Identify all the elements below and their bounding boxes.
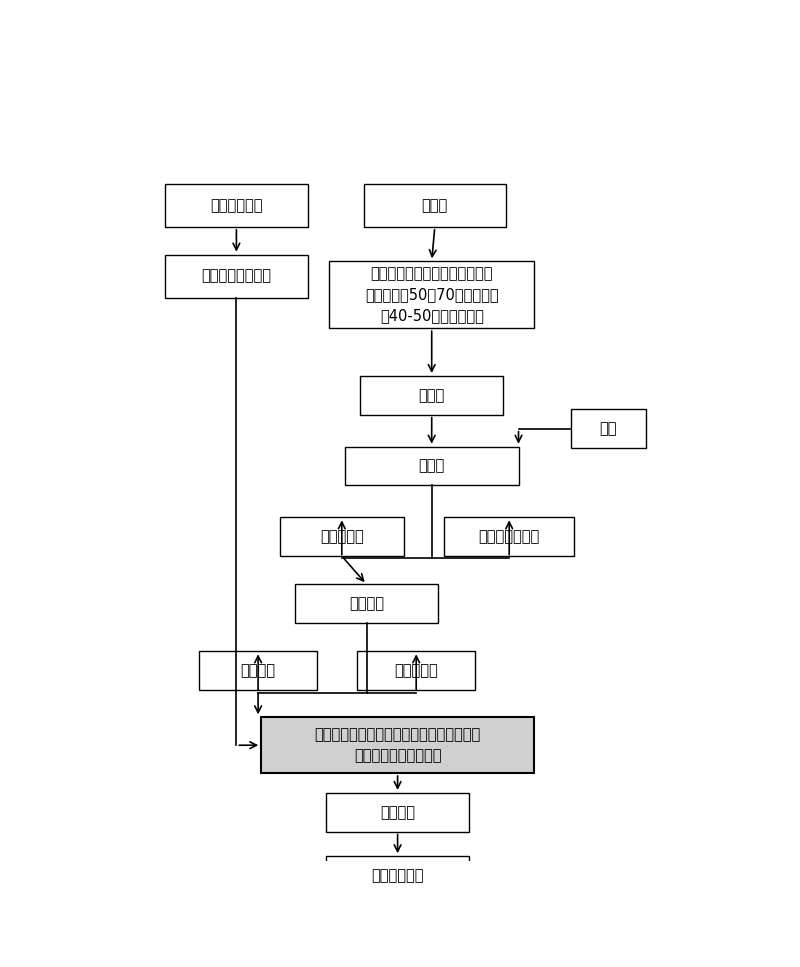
FancyBboxPatch shape xyxy=(326,856,469,894)
Text: 浓　缩: 浓 缩 xyxy=(418,388,445,403)
Text: 加适量乙醇，溶解: 加适量乙醇，溶解 xyxy=(202,269,271,283)
Text: 沉　淀: 沉 淀 xyxy=(418,458,445,474)
FancyBboxPatch shape xyxy=(165,254,308,298)
FancyBboxPatch shape xyxy=(295,584,438,623)
FancyBboxPatch shape xyxy=(363,184,506,227)
Text: 回收乙醇: 回收乙醇 xyxy=(349,597,384,611)
Text: 上　清　液: 上 清 液 xyxy=(320,529,364,544)
FancyBboxPatch shape xyxy=(571,409,646,448)
Text: 薄荷脑、冰片: 薄荷脑、冰片 xyxy=(210,198,262,213)
FancyBboxPatch shape xyxy=(262,718,534,774)
FancyBboxPatch shape xyxy=(280,517,404,556)
FancyBboxPatch shape xyxy=(361,376,503,415)
Text: 浓　缩液: 浓 缩液 xyxy=(241,663,275,678)
FancyBboxPatch shape xyxy=(326,793,469,832)
FancyBboxPatch shape xyxy=(358,652,475,690)
Text: 合格后，出厂: 合格后，出厂 xyxy=(371,868,424,883)
FancyBboxPatch shape xyxy=(444,517,574,556)
FancyBboxPatch shape xyxy=(345,447,518,485)
FancyBboxPatch shape xyxy=(330,261,534,328)
FancyBboxPatch shape xyxy=(165,184,308,227)
Text: 沉淀物（弃之）: 沉淀物（弃之） xyxy=(478,529,540,544)
Text: 拣选后，置提取罐内加水提取二
次，第一次50至70分钟，第二
次40-50分钟，过滤。: 拣选后，置提取罐内加水提取二 次，第一次50至70分钟，第二 次40-50分钟，… xyxy=(365,266,498,323)
FancyBboxPatch shape xyxy=(199,652,317,690)
Text: 产品检验: 产品检验 xyxy=(380,805,415,820)
Text: 乙醇: 乙醇 xyxy=(600,422,617,436)
Text: 原　料: 原 料 xyxy=(422,198,448,213)
Text: 乙醇，另置: 乙醇，另置 xyxy=(394,663,438,678)
Text: 加入纯化水及薄荷脑，冰片溶液至全量，充
分混合，过滤，分装。: 加入纯化水及薄荷脑，冰片溶液至全量，充 分混合，过滤，分装。 xyxy=(314,727,481,763)
